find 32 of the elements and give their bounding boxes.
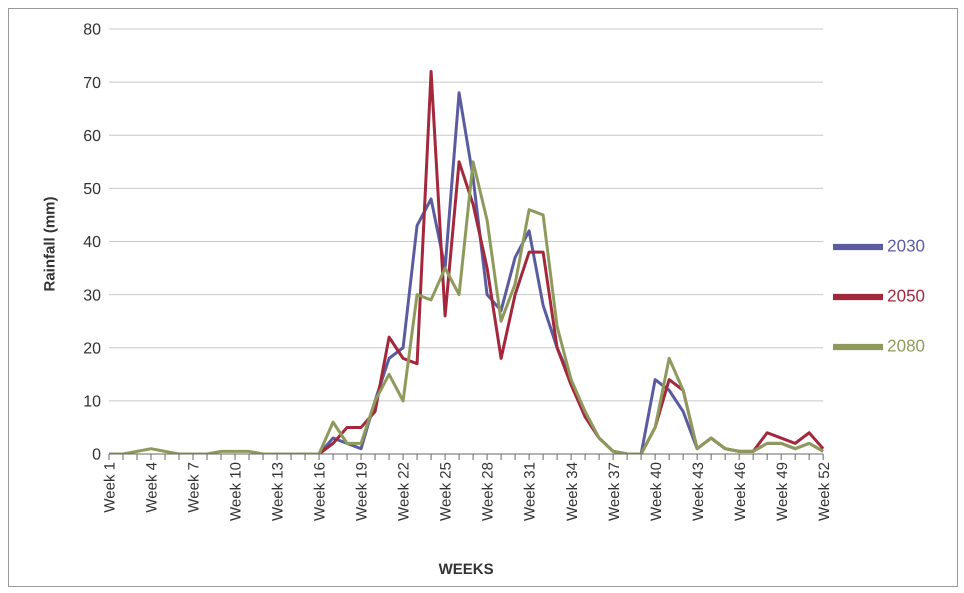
x-tick-label: Week 10 <box>228 462 245 521</box>
y-tick-label: 80 <box>83 22 102 39</box>
legend-label: 2080 <box>887 336 925 355</box>
x-tick-label: Week 16 <box>312 462 329 521</box>
x-tick-label: Week 37 <box>606 462 623 521</box>
x-tick-label: Week 19 <box>354 462 371 521</box>
y-tick-label: 30 <box>83 287 102 304</box>
x-tick-label: Week 22 <box>396 462 413 521</box>
x-tick-label: Week 28 <box>480 462 497 521</box>
y-tick-label: 40 <box>83 234 102 252</box>
x-tick-label: Week 40 <box>648 462 665 521</box>
x-tick-label: Week 13 <box>270 462 287 521</box>
x-tick-label: Week 31 <box>522 462 539 521</box>
y-tick-label: 20 <box>83 340 102 358</box>
y-tick-label: 10 <box>83 394 102 411</box>
x-tick-label: Week 34 <box>564 462 581 521</box>
y-tick-label: 0 <box>92 446 102 464</box>
y-tick-label: 60 <box>83 128 102 145</box>
x-tick-label: Week 1 <box>102 462 119 513</box>
x-tick-label: Week 25 <box>438 462 455 521</box>
x-tick-label: Week 46 <box>732 462 749 521</box>
x-tick-label: Week 49 <box>774 462 791 521</box>
y-tick-label: 70 <box>83 74 102 92</box>
x-tick-label: Week 7 <box>186 462 203 513</box>
x-tick-label: Week 4 <box>144 462 161 513</box>
legend-label: 2030 <box>887 236 925 255</box>
y-tick-label: 50 <box>83 181 102 198</box>
legend-label: 2050 <box>887 286 925 305</box>
y-axis-title: Rainfall (mm) <box>41 196 58 292</box>
x-tick-label: Week 52 <box>816 462 833 521</box>
x-tick-label: Week 43 <box>690 462 707 521</box>
x-axis-title: WEEKS <box>438 561 494 578</box>
